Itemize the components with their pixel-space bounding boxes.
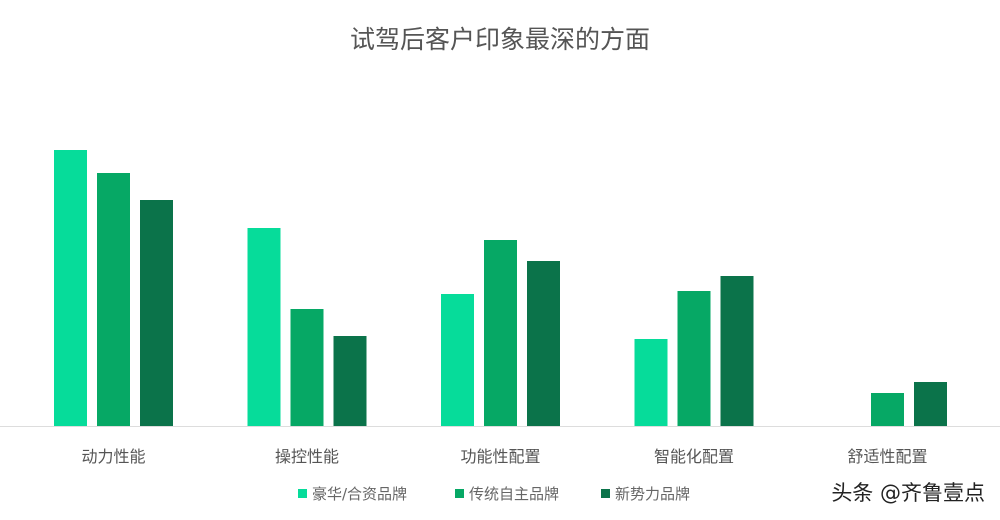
legend-swatch bbox=[455, 489, 464, 498]
bars bbox=[54, 150, 947, 426]
bar-4-2 bbox=[914, 382, 947, 426]
bar-3-1 bbox=[677, 291, 711, 426]
bar-3-0 bbox=[634, 339, 668, 426]
category-labels: 动力性能 操控性能 功能性配置 智能化配置 舒适性配置 bbox=[81, 447, 927, 466]
bar-3-2 bbox=[720, 276, 754, 426]
category-label: 动力性能 bbox=[81, 447, 145, 466]
bar-1-0 bbox=[247, 228, 281, 426]
bar-1-1 bbox=[290, 309, 324, 426]
legend-swatch bbox=[298, 489, 307, 498]
watermark: 头条 @齐鲁壹点 bbox=[831, 481, 985, 505]
category-label: 智能化配置 bbox=[654, 447, 734, 466]
legend-label: 新势力品牌 bbox=[615, 485, 690, 503]
legend-label: 豪华/合资品牌 bbox=[312, 485, 407, 503]
legend-swatch bbox=[601, 489, 610, 498]
bar-2-1 bbox=[484, 240, 517, 426]
bar-1-2 bbox=[333, 336, 367, 426]
category-label: 功能性配置 bbox=[460, 447, 540, 466]
bar-4-1 bbox=[871, 393, 904, 426]
legend-label: 传统自主品牌 bbox=[469, 485, 559, 503]
category-label: 操控性能 bbox=[275, 447, 339, 466]
bar-2-0 bbox=[441, 294, 474, 426]
bar-0-2 bbox=[140, 200, 173, 426]
bar-0-1 bbox=[97, 173, 130, 426]
bar-2-2 bbox=[527, 261, 560, 426]
category-label: 舒适性配置 bbox=[847, 447, 927, 466]
legend: 豪华/合资品牌 传统自主品牌 新势力品牌 bbox=[298, 485, 690, 503]
chart-title: 试驾后客户印象最深的方面 bbox=[350, 25, 650, 54]
bar-0-0 bbox=[54, 150, 87, 426]
